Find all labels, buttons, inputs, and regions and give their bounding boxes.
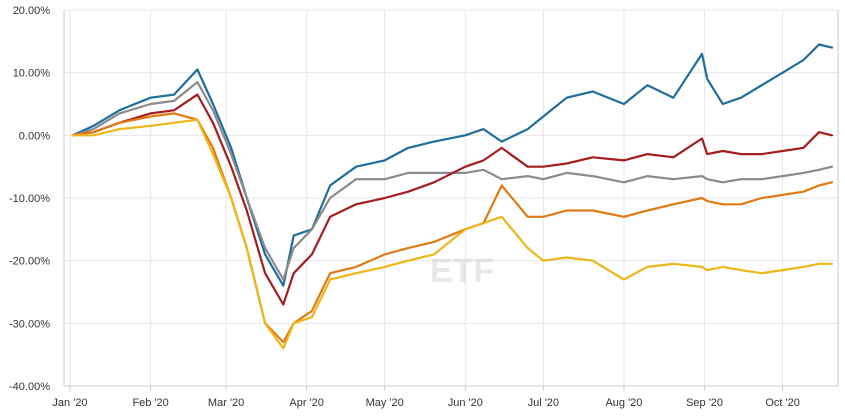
x-tick-label: Jul '20 — [528, 397, 559, 409]
y-tick-label: -40.00% — [9, 381, 50, 393]
y-tick-label: -10.00% — [9, 193, 50, 205]
x-axis: Jan '20 Feb '20 Mar '20 Apr '20 May '20 Jun '… — [52, 397, 799, 409]
y-tick-label: -20.00% — [9, 256, 50, 268]
series-group — [71, 43, 834, 350]
y-tick-label: 10.00% — [13, 68, 51, 80]
x-tick-label: May '20 — [366, 397, 404, 409]
x-tick-label: Jun '20 — [448, 397, 483, 409]
watermark-text: ETF — [430, 252, 494, 290]
x-tick-label: Feb '20 — [132, 397, 168, 409]
y-tick-label: -30.00% — [9, 318, 50, 330]
series-line-1 — [71, 43, 834, 287]
y-tick-label: 20.00% — [13, 5, 51, 17]
x-tick-label: Mar '20 — [208, 397, 244, 409]
series-line-5 — [71, 118, 834, 350]
x-tick-label: Oct '20 — [765, 397, 800, 409]
x-tick-label: Sep '20 — [686, 397, 723, 409]
watermark: ETF — [430, 252, 494, 290]
series-line-3 — [71, 93, 834, 306]
y-axis: 20.00% 10.00% 0.00% -10.00% -20.00% -30.00% -4… — [9, 5, 50, 393]
series-line-2 — [71, 80, 834, 281]
grid — [63, 9, 839, 391]
x-tick-label: Jan '20 — [52, 397, 87, 409]
y-tick-label: 0.00% — [19, 130, 50, 142]
x-tick-label: Aug '20 — [605, 397, 642, 409]
series-line-4 — [71, 112, 834, 344]
x-tick-label: Apr '20 — [289, 397, 324, 409]
